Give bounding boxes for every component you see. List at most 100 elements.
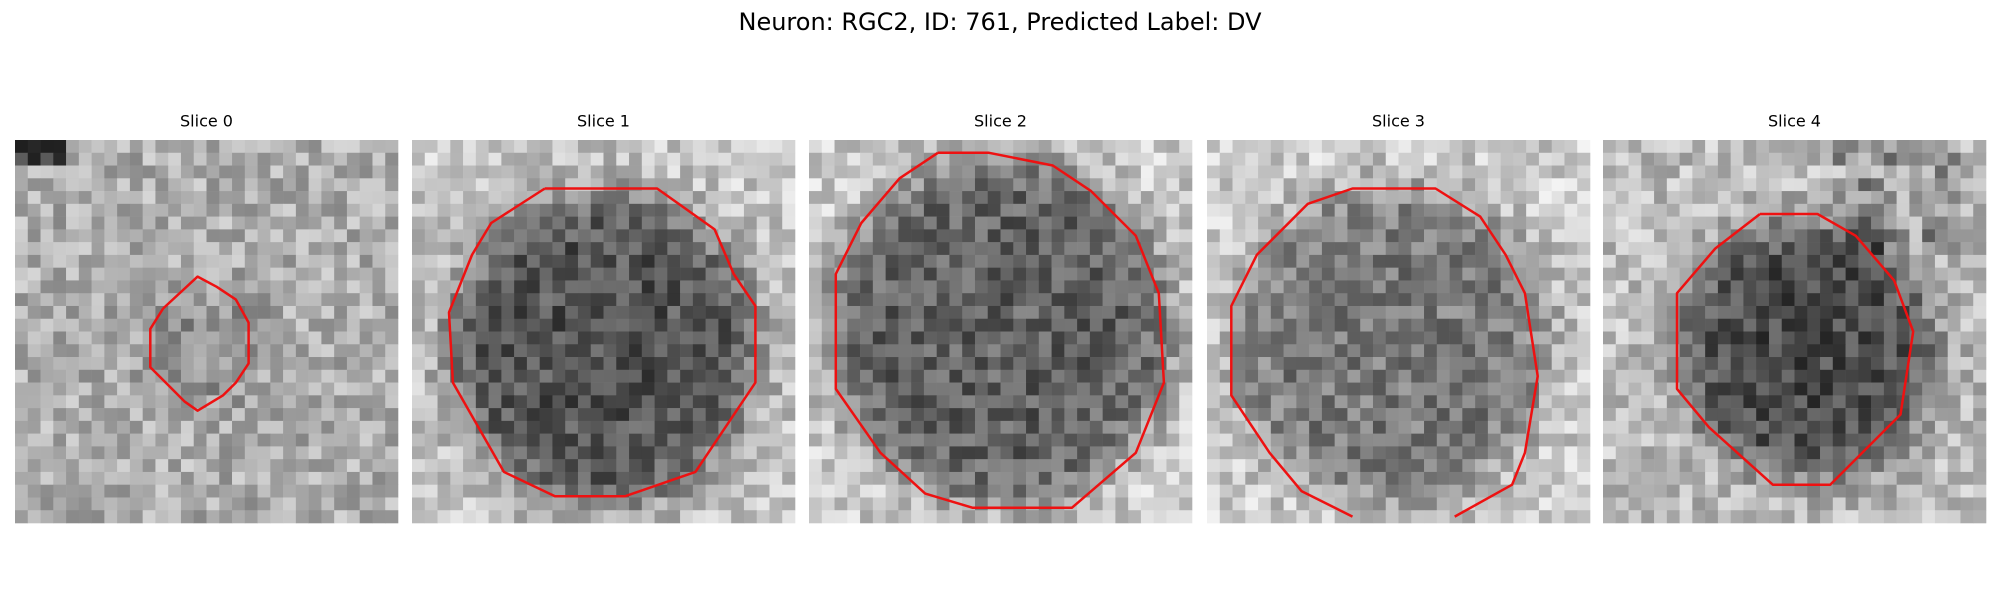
pixel xyxy=(962,357,976,371)
pixel xyxy=(769,446,783,460)
pixel xyxy=(1219,318,1233,332)
pixel xyxy=(1551,254,1565,268)
pixel xyxy=(872,357,886,371)
pixel xyxy=(1140,191,1154,205)
pixel xyxy=(1424,152,1438,166)
pixel xyxy=(1089,178,1103,192)
pixel xyxy=(1232,510,1246,524)
pixel xyxy=(1089,229,1103,243)
pixel xyxy=(769,357,783,371)
pixel xyxy=(923,229,937,243)
pixel xyxy=(1730,420,1744,434)
pixel xyxy=(1883,203,1897,217)
pixel xyxy=(1845,216,1859,230)
pixel xyxy=(155,140,169,154)
pixel xyxy=(1000,408,1014,422)
pixel xyxy=(565,216,579,230)
pixel xyxy=(129,203,143,217)
pixel xyxy=(117,420,131,434)
pixel xyxy=(1436,229,1450,243)
pixel xyxy=(1309,446,1323,460)
pixel xyxy=(1934,395,1948,409)
pixel xyxy=(1347,318,1361,332)
pixel xyxy=(526,497,540,511)
pixel xyxy=(1538,471,1552,485)
pixel xyxy=(1270,408,1284,422)
pixel xyxy=(1577,293,1591,307)
pixel xyxy=(270,191,284,205)
pixel xyxy=(270,369,284,383)
pixel xyxy=(66,446,80,460)
pixel xyxy=(1781,305,1795,320)
pixel xyxy=(257,254,271,268)
pixel xyxy=(1128,165,1142,179)
pixel xyxy=(437,165,451,179)
pixel xyxy=(526,216,540,230)
pixel xyxy=(1730,382,1744,396)
pixel xyxy=(1128,242,1142,256)
pixel xyxy=(232,471,246,485)
pixel xyxy=(1283,433,1297,447)
pixel xyxy=(1551,267,1565,281)
pixel xyxy=(1449,280,1463,294)
pixel xyxy=(1270,242,1284,256)
pixel xyxy=(219,305,233,320)
pixel xyxy=(1026,420,1040,434)
pixel xyxy=(450,459,464,473)
pixel xyxy=(616,497,630,511)
pixel xyxy=(1832,152,1846,166)
pixel xyxy=(66,357,80,371)
pixel xyxy=(1717,216,1731,230)
pixel xyxy=(359,229,373,243)
pixel xyxy=(898,267,912,281)
pixel xyxy=(1628,382,1642,396)
pixel xyxy=(821,165,835,179)
pixel xyxy=(1051,242,1065,256)
pixel xyxy=(987,484,1001,498)
pixel xyxy=(437,497,451,511)
pixel xyxy=(155,203,169,217)
pixel xyxy=(898,459,912,473)
pixel xyxy=(692,254,706,268)
pixel xyxy=(1360,203,1374,217)
pixel xyxy=(718,191,732,205)
pixel xyxy=(1207,165,1221,179)
pixel xyxy=(1347,357,1361,371)
pixel xyxy=(809,408,823,422)
pixel xyxy=(847,152,861,166)
pixel xyxy=(1000,305,1014,320)
pixel xyxy=(1666,459,1680,473)
pixel xyxy=(412,484,426,498)
pixel xyxy=(321,497,335,511)
pixel xyxy=(987,344,1001,358)
pixel xyxy=(1424,446,1438,460)
pixel xyxy=(244,203,258,217)
pixel xyxy=(514,395,528,409)
pixel xyxy=(1743,446,1757,460)
pixel xyxy=(1628,293,1642,307)
pixel xyxy=(142,497,156,511)
pixel xyxy=(1603,459,1617,473)
pixel xyxy=(1973,229,1987,243)
pixel xyxy=(911,471,925,485)
pixel xyxy=(1207,459,1221,473)
pixel xyxy=(962,216,976,230)
pixel xyxy=(847,140,861,154)
pixel xyxy=(168,203,182,217)
pixel xyxy=(334,484,348,498)
pixel xyxy=(1641,331,1655,345)
pixel xyxy=(1768,395,1783,409)
pixel xyxy=(104,395,118,409)
pixel xyxy=(1679,484,1693,498)
pixel xyxy=(78,369,92,383)
pixel xyxy=(1385,140,1399,154)
pixel xyxy=(616,191,630,205)
pixel xyxy=(1896,165,1910,179)
pixel xyxy=(1398,318,1412,332)
pixel xyxy=(1089,216,1103,230)
pixel xyxy=(718,165,732,179)
pixel xyxy=(949,433,963,447)
pixel xyxy=(1743,510,1757,524)
pixel xyxy=(1038,446,1052,460)
pixel xyxy=(129,191,143,205)
